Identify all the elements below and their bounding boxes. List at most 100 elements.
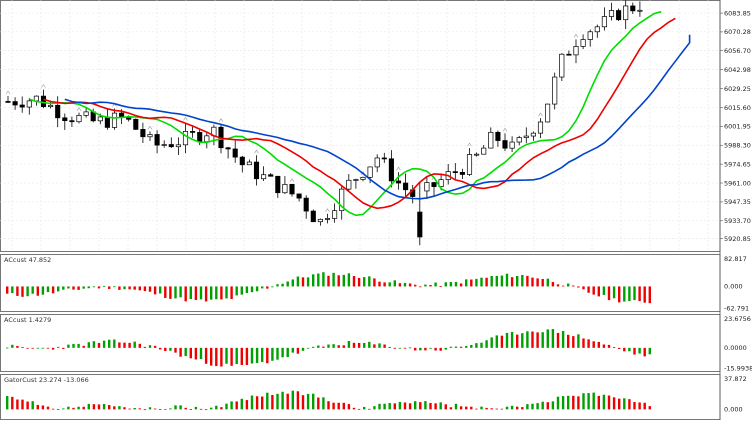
hist-bar-up bbox=[189, 286, 192, 299]
hist-bar-down bbox=[541, 278, 544, 287]
hist-bar-up bbox=[454, 403, 458, 410]
hist-bar-up bbox=[92, 286, 96, 288]
hist-bar-down bbox=[189, 409, 192, 410]
hist-bar-down bbox=[123, 342, 126, 348]
hist-bar-down bbox=[266, 286, 269, 289]
candle-up bbox=[516, 137, 522, 143]
hist-bar-up bbox=[383, 403, 386, 410]
fractal-marker bbox=[5, 90, 11, 95]
hist-bar-down bbox=[138, 286, 141, 291]
hist-bar-down bbox=[357, 342, 361, 348]
hist-bar-down bbox=[429, 285, 432, 287]
hist-bar-down bbox=[408, 283, 412, 287]
hist-bar-up bbox=[368, 341, 371, 348]
fractal-marker bbox=[325, 208, 330, 212]
hist-bar-down bbox=[592, 341, 595, 348]
candle-down bbox=[275, 175, 281, 194]
hist-bar-up bbox=[266, 392, 269, 410]
candle-up bbox=[26, 100, 32, 108]
hist-bar-up bbox=[67, 406, 70, 410]
hist-bar-down bbox=[439, 347, 442, 351]
candle-down bbox=[616, 10, 622, 21]
hist-bar-up bbox=[210, 407, 213, 410]
price-pane[interactable] bbox=[5, 0, 691, 246]
candle-up bbox=[147, 134, 153, 138]
candle-up bbox=[33, 95, 39, 102]
hist-bar-down bbox=[179, 347, 182, 357]
candle-down bbox=[253, 161, 260, 180]
hist-bar-up bbox=[638, 347, 641, 354]
candle-up bbox=[339, 188, 345, 212]
candle-up bbox=[261, 174, 267, 180]
hist-bar-up bbox=[199, 286, 203, 300]
hist-bar-up bbox=[582, 393, 585, 410]
hist-bar-up bbox=[11, 286, 14, 294]
hist-bar-up bbox=[57, 286, 60, 292]
hist-bar-up bbox=[388, 282, 391, 287]
candle-down bbox=[168, 144, 174, 148]
hist-bar-down bbox=[72, 286, 75, 290]
candle-down bbox=[303, 197, 309, 212]
hist-bar-up bbox=[347, 273, 351, 287]
hist-bar-up bbox=[561, 396, 565, 410]
hist-bar-down bbox=[240, 347, 243, 365]
candle-down bbox=[403, 182, 409, 191]
candle-down bbox=[310, 210, 316, 223]
hist-bar-down bbox=[51, 286, 55, 294]
y-tick-label: 23.6756 bbox=[724, 315, 751, 323]
hist-bar-down bbox=[113, 406, 116, 410]
hist-bar-down bbox=[97, 343, 101, 348]
hist-bar-up bbox=[291, 390, 294, 410]
hist-bar-down bbox=[485, 277, 488, 287]
hist-bar-down bbox=[607, 344, 611, 348]
hist-bar-up bbox=[306, 393, 310, 410]
hist-bar-up bbox=[322, 397, 325, 410]
hist-bar-up bbox=[250, 286, 254, 293]
ac-pane-2[interactable]: ACcust 1.4279 bbox=[4, 316, 651, 367]
hist-bar-down bbox=[301, 395, 305, 410]
hist-bar-down bbox=[388, 346, 391, 348]
hist-bar-down bbox=[118, 342, 121, 348]
hist-bar-down bbox=[51, 408, 55, 410]
candle-up bbox=[552, 76, 558, 105]
hist-bar-up bbox=[312, 274, 315, 287]
hist-bar-up bbox=[388, 403, 391, 410]
hist-bar-down bbox=[148, 286, 152, 292]
hist-bar-up bbox=[398, 347, 402, 349]
hist-bar-down bbox=[531, 277, 534, 287]
hist-bar-up bbox=[424, 401, 427, 410]
candle-up bbox=[282, 183, 288, 194]
hist-bar-down bbox=[266, 347, 269, 364]
hist-bar-up bbox=[6, 395, 9, 410]
hist-bar-up bbox=[347, 341, 351, 348]
hist-bar-up bbox=[26, 286, 29, 297]
hist-bar-up bbox=[444, 347, 447, 350]
gator-pane[interactable]: GatorCust 23.274 -13.066 bbox=[4, 376, 651, 411]
hist-bar-down bbox=[378, 281, 381, 287]
hist-bar-down bbox=[46, 347, 50, 349]
hist-bar-up bbox=[541, 332, 544, 348]
hist-bar-down bbox=[36, 404, 39, 410]
hist-bar-down bbox=[6, 286, 9, 294]
fractal-marker bbox=[76, 107, 82, 111]
hist-bar-up bbox=[286, 281, 289, 287]
hist-bar-down bbox=[184, 286, 187, 302]
hist-bar-up bbox=[77, 343, 80, 348]
hist-bar-down bbox=[536, 332, 539, 348]
ac-pane-1[interactable]: ACcust 47.852 bbox=[4, 256, 651, 304]
y-tick-label: 0.000 bbox=[724, 406, 743, 414]
hist-bar-up bbox=[648, 347, 651, 355]
hist-bar-down bbox=[368, 408, 371, 410]
hist-bar-down bbox=[16, 345, 19, 348]
hist-bar-up bbox=[184, 347, 187, 357]
hist-bar-up bbox=[148, 345, 152, 348]
y-tick-label: 5974.65 bbox=[724, 160, 751, 168]
candle-down bbox=[239, 156, 245, 166]
hist-bar-down bbox=[607, 286, 611, 301]
hist-bar-up bbox=[36, 347, 39, 349]
hist-bar-down bbox=[470, 406, 473, 410]
candle-down bbox=[566, 53, 572, 56]
hist-bar-down bbox=[97, 404, 101, 410]
